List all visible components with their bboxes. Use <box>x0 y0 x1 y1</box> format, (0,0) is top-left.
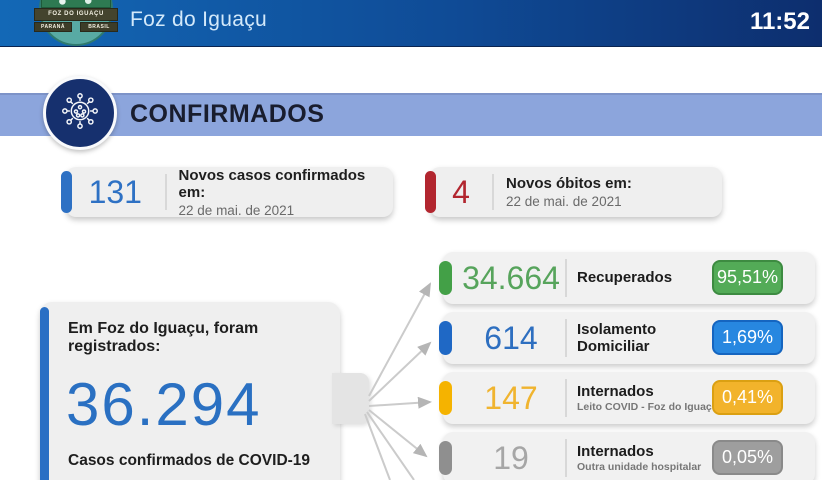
percent-badge: 0,41% <box>712 380 783 415</box>
crest-country-label: BRASIL <box>80 22 118 32</box>
new-deaths-card: 4 Novos óbitos em: 22 de mai. de 2021 <box>425 167 722 217</box>
percent-badge: 95,51% <box>712 260 783 295</box>
accent-pill <box>439 261 452 295</box>
divider <box>164 174 167 210</box>
row-sublabel: Outra unidade hospitalar <box>577 461 702 474</box>
flow-arrows <box>364 282 432 480</box>
page-title: Foz do Iguaçu <box>130 8 267 31</box>
accent-pill <box>425 171 436 213</box>
row-label: Internados <box>577 442 654 460</box>
new-deaths-value: 4 <box>452 173 470 210</box>
new-cases-label: Novos casos confirmados em: <box>178 166 366 201</box>
app-header: FOZ DO IGUAÇU PARANÁ BRASIL Foz do Iguaç… <box>0 0 822 47</box>
row-label: Recuperados <box>577 269 673 287</box>
connector-node <box>332 373 369 424</box>
total-confirmed-card: Em Foz do Iguaçu, foram registrados: 36.… <box>40 302 340 480</box>
accent-pill <box>439 321 452 355</box>
row-sublabel: Leito COVID - Foz do Iguaçu <box>577 401 719 414</box>
accent-pill <box>439 381 452 415</box>
divider <box>565 259 567 297</box>
new-deaths-label: Novos óbitos em: <box>506 175 632 192</box>
virus-icon-circle <box>43 76 117 150</box>
row-value: 614 <box>484 319 538 356</box>
clock-time: 11:52 <box>749 8 810 35</box>
new-cases-value: 131 <box>88 173 142 210</box>
row-label: Internados <box>577 382 654 400</box>
accent-bar <box>40 307 49 480</box>
divider <box>565 439 567 477</box>
crest-state-label: PARANÁ <box>34 22 72 32</box>
new-cases-date: 22 de mai. de 2021 <box>178 202 295 218</box>
accent-pill <box>439 441 452 475</box>
breakdown-row-isolamento: 614 Isolamento Domiciliar 1,69% <box>439 312 815 364</box>
row-value: 147 <box>484 379 538 416</box>
total-intro: Em Foz do Iguaçu, foram registrados: <box>68 320 259 355</box>
new-cases-card: 131 Novos casos confirmados em: 22 de ma… <box>61 166 393 218</box>
crest-banner: FOZ DO IGUAÇU <box>34 8 118 21</box>
section-title: CONFIRMADOS <box>130 100 325 128</box>
percent-badge: 1,69% <box>712 320 783 355</box>
breakdown-row-internados-covid: 147 Internados Leito COVID - Foz do Igua… <box>439 372 815 424</box>
accent-pill <box>61 171 72 213</box>
percent-badge: 0,05% <box>712 440 783 475</box>
divider <box>565 379 567 417</box>
crest-field <box>41 0 111 8</box>
crest-subbanners: PARANÁ BRASIL <box>34 22 118 32</box>
virus-icon <box>58 89 102 138</box>
breakdown-row-recuperados: 34.664 Recuperados 95,51% <box>439 252 815 304</box>
breakdown-row-internados-outra: 19 Internados Outra unidade hospitalar 0… <box>439 432 815 480</box>
total-confirmed-value: 36.294 <box>66 371 262 438</box>
total-caption: Casos confirmados de COVID-19 <box>68 452 311 469</box>
row-value: 19 <box>493 439 529 476</box>
row-value: 34.664 <box>462 259 560 296</box>
row-label: Isolamento Domiciliar <box>577 320 657 355</box>
divider <box>565 319 567 357</box>
section-band <box>0 93 822 136</box>
divider <box>492 174 494 210</box>
city-crest-logo: FOZ DO IGUAÇU PARANÁ BRASIL <box>34 0 118 46</box>
new-deaths-date: 22 de mai. de 2021 <box>506 194 622 209</box>
